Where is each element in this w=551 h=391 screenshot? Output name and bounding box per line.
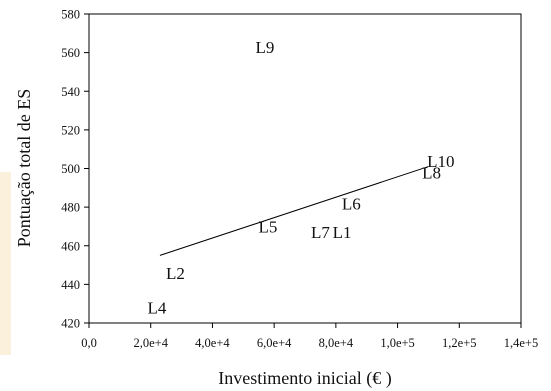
x-tick-label: 1,4e+5 xyxy=(504,336,538,350)
y-tick-label: 460 xyxy=(61,239,80,253)
x-tick-label: 4,0e+4 xyxy=(195,336,230,350)
x-tick-label: 1,2e+5 xyxy=(442,336,476,350)
page-edge-strip xyxy=(0,172,11,355)
data-point-l5: L5 xyxy=(259,217,278,236)
data-point-l1: L1 xyxy=(333,223,352,242)
data-point-l9: L9 xyxy=(255,38,274,57)
data-point-l4: L4 xyxy=(147,299,166,318)
plot-frame xyxy=(88,13,522,324)
x-axis: 0,0 2,0e+4 4,0e+4 6,0e+4 8,0e+4 1,0e+5 1,2e+5 1… xyxy=(81,323,538,350)
x-tick-label: 6,0e+4 xyxy=(257,336,292,350)
y-tick-label: 540 xyxy=(61,85,80,99)
x-tick-label: 1,0e+5 xyxy=(380,336,414,350)
x-tick-label: 8,0e+4 xyxy=(319,336,354,350)
data-point-l7: L7 xyxy=(311,223,330,242)
y-tick-label: 520 xyxy=(61,123,80,137)
trend-line xyxy=(159,166,429,256)
y-tick-label: 580 xyxy=(61,8,80,22)
x-axis-title: Investimento inicial (€ ) xyxy=(218,368,391,389)
data-point-l8: L8 xyxy=(422,163,441,182)
y-tick-label: 560 xyxy=(61,46,80,60)
y-axis-title: Pontuação total de ES xyxy=(14,89,34,247)
x-tick-label: 2,0e+4 xyxy=(133,336,168,350)
y-tick-label: 480 xyxy=(61,201,80,215)
x-tick-label: 0,0 xyxy=(81,336,97,350)
data-point-l6: L6 xyxy=(342,194,361,213)
y-axis: 420 440 460 480 500 520 540 560 580 xyxy=(61,8,89,331)
y-tick-label: 420 xyxy=(61,317,80,331)
y-tick-label: 500 xyxy=(61,162,80,176)
data-point-l10: L10 xyxy=(427,152,454,171)
data-point-l2: L2 xyxy=(166,264,185,283)
y-tick-label: 440 xyxy=(61,278,80,292)
